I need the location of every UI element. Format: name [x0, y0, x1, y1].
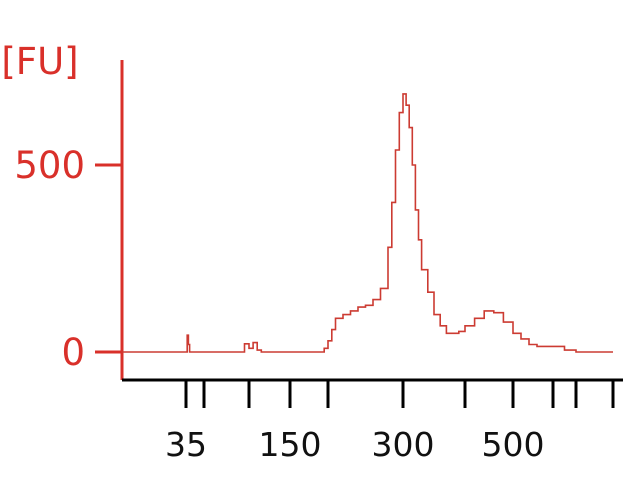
x-tick-label-500: 500: [482, 425, 545, 464]
y-tick-label-0: 0: [61, 331, 85, 374]
fluorescence-trace-line: [122, 93, 613, 353]
y-tick-label-500: 500: [14, 144, 85, 187]
x-tick-label-35: 35: [165, 425, 207, 464]
y-axis-unit-label: [FU]: [1, 40, 78, 83]
y-axis-ticks: 0 500: [14, 144, 122, 374]
x-tick-label-150: 150: [259, 425, 322, 464]
x-axis-ticks: 35 150 300 500: [165, 380, 615, 464]
x-tick-label-300: 300: [372, 425, 435, 464]
